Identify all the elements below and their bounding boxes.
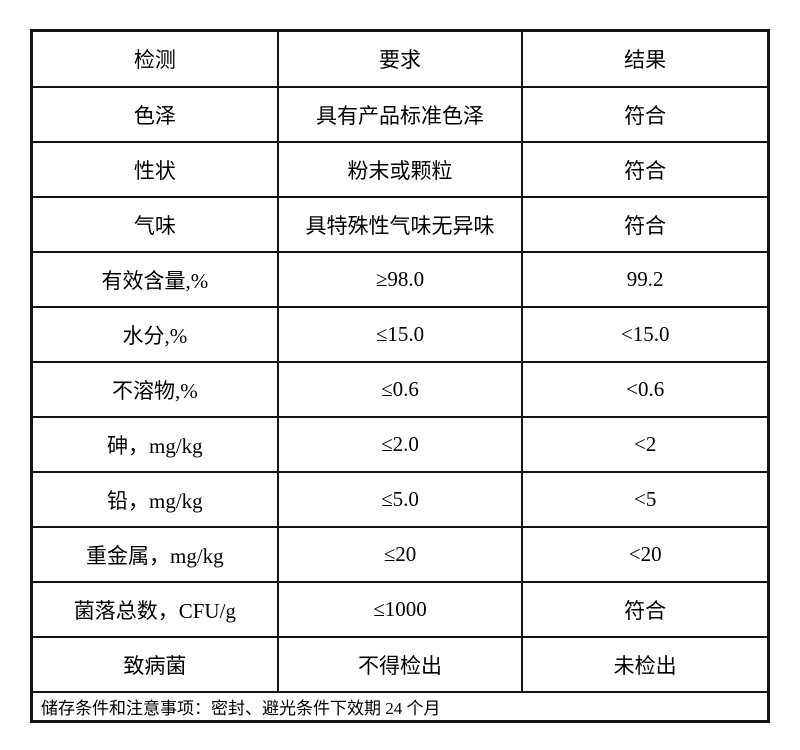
storage-note: 储存条件和注意事项：密封、避光条件下效期 24 个月	[30, 691, 770, 723]
test-item-cell: 色泽	[30, 86, 279, 143]
requirement-cell: ≤0.6	[276, 361, 524, 418]
header-row: 检测 要求 结果	[30, 29, 770, 88]
result-cell: 符合	[521, 581, 770, 638]
table-row: 铅，mg/kg ≤5.0 <5	[30, 471, 770, 528]
table-row: 性状 粉末或颗粒 符合	[30, 141, 770, 198]
test-item-cell: 有效含量,%	[30, 251, 279, 308]
test-item-cell: 砷，mg/kg	[30, 416, 279, 473]
requirement-cell: 具特殊性气味无异味	[276, 196, 524, 253]
column-header-result: 结果	[521, 29, 770, 88]
test-item-cell: 气味	[30, 196, 279, 253]
result-cell: <2	[521, 416, 770, 473]
footer-row: 储存条件和注意事项：密封、避光条件下效期 24 个月	[30, 691, 770, 723]
table-row: 致病菌 不得检出 未检出	[30, 636, 770, 693]
result-cell: 未检出	[521, 636, 770, 693]
requirement-cell: 具有产品标准色泽	[276, 86, 524, 143]
requirement-cell: ≥98.0	[276, 251, 524, 308]
requirement-cell: ≤20	[276, 526, 524, 583]
test-item-cell: 重金属，mg/kg	[30, 526, 279, 583]
test-item-cell: 菌落总数，CFU/g	[30, 581, 279, 638]
requirement-cell: ≤1000	[276, 581, 524, 638]
result-cell: 符合	[521, 141, 770, 198]
result-cell: 99.2	[521, 251, 770, 308]
result-cell: 符合	[521, 196, 770, 253]
table-row: 重金属，mg/kg ≤20 <20	[30, 526, 770, 583]
requirement-cell: ≤5.0	[276, 471, 524, 528]
requirement-cell: ≤15.0	[276, 306, 524, 363]
column-header-requirement: 要求	[276, 29, 524, 88]
table-row: 气味 具特殊性气味无异味 符合	[30, 196, 770, 253]
test-item-cell: 致病菌	[30, 636, 279, 693]
result-cell: 符合	[521, 86, 770, 143]
test-item-cell: 不溶物,%	[30, 361, 279, 418]
table-row: 砷，mg/kg ≤2.0 <2	[30, 416, 770, 473]
table-row: 有效含量,% ≥98.0 99.2	[30, 251, 770, 308]
test-item-cell: 铅，mg/kg	[30, 471, 279, 528]
requirement-cell: 粉末或颗粒	[276, 141, 524, 198]
table-row: 不溶物,% ≤0.6 <0.6	[30, 361, 770, 418]
table-row: 色泽 具有产品标准色泽 符合	[30, 86, 770, 143]
test-item-cell: 水分,%	[30, 306, 279, 363]
requirement-cell: 不得检出	[276, 636, 524, 693]
table-row: 水分,% ≤15.0 <15.0	[30, 306, 770, 363]
result-cell: <15.0	[521, 306, 770, 363]
test-item-cell: 性状	[30, 141, 279, 198]
column-header-test: 检测	[30, 29, 279, 88]
result-cell: <5	[521, 471, 770, 528]
result-cell: <20	[521, 526, 770, 583]
requirement-cell: ≤2.0	[276, 416, 524, 473]
table-row: 菌落总数，CFU/g ≤1000 符合	[30, 581, 770, 638]
inspection-table: 检测 要求 结果 色泽 具有产品标准色泽 符合 性状 粉末或颗粒 符合 气味 具…	[30, 29, 770, 723]
result-cell: <0.6	[521, 361, 770, 418]
